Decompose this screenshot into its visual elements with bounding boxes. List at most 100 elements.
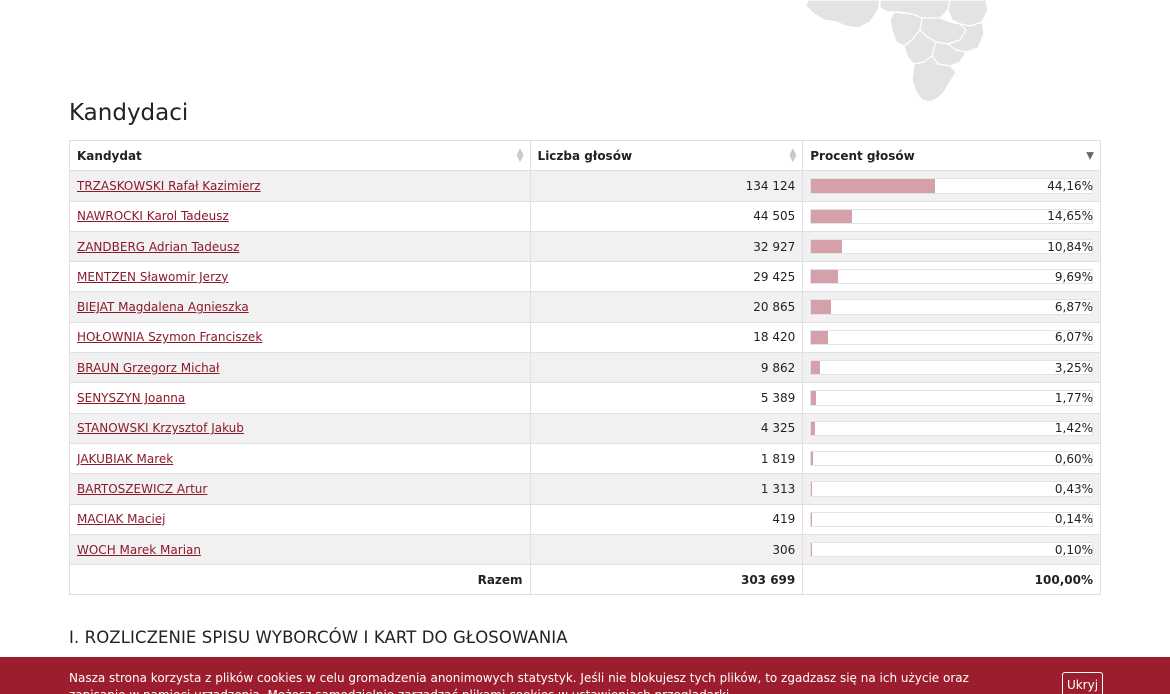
sort-icon[interactable]: ▲ ▼ bbox=[789, 146, 797, 164]
percent-value: 44,16% bbox=[1047, 178, 1093, 193]
percent-bar bbox=[810, 511, 1093, 527]
percent-cell: 0,10% bbox=[802, 533, 1101, 566]
total-percent: 100,00% bbox=[802, 564, 1101, 596]
candidate-link[interactable]: BARTOSZEWICZ Artur bbox=[77, 481, 208, 496]
table-row: WOCH Marek Marian 306 0,10% bbox=[69, 533, 1101, 566]
candidate-link[interactable]: MACIAK Maciej bbox=[77, 512, 166, 527]
percent-cell: 0,14% bbox=[802, 503, 1101, 535]
sort-desc-icon[interactable]: ▼ bbox=[1086, 150, 1094, 162]
section-title: Kandydaci bbox=[69, 100, 189, 126]
percent-value: 6,87% bbox=[1054, 300, 1093, 315]
percent-value: 10,84% bbox=[1047, 239, 1093, 254]
cookie-text: Nasza strona korzysta z plików cookies w… bbox=[69, 671, 969, 694]
percent-value: 0,14% bbox=[1054, 512, 1093, 527]
candidate-link[interactable]: BIEJAT Magdalena Agnieszka bbox=[77, 300, 249, 315]
candidate-link[interactable]: BRAUN Grzegorz Michał bbox=[77, 360, 220, 375]
table-row: ZANDBERG Adrian Tadeusz 32 927 10,84% bbox=[69, 230, 1101, 263]
header-candidate[interactable]: Kandydat ▲ ▼ bbox=[69, 139, 531, 172]
percent-cell: 0,60% bbox=[802, 442, 1101, 475]
sort-icon[interactable]: ▲ ▼ bbox=[516, 146, 524, 164]
percent-value: 6,07% bbox=[1054, 330, 1093, 345]
votes-cell: 419 bbox=[529, 503, 804, 535]
percent-bar bbox=[810, 390, 1093, 406]
percent-bar bbox=[810, 178, 1093, 194]
table-row: NAWROCKI Karol Tadeusz 44 505 14,65% bbox=[69, 200, 1101, 232]
table-body: TRZASKOWSKI Rafał Kazimierz 134 124 44,1… bbox=[69, 170, 1101, 596]
total-votes: 303 699 bbox=[529, 564, 804, 596]
percent-value: 1,77% bbox=[1054, 391, 1093, 406]
percent-cell: 10,84% bbox=[802, 230, 1101, 263]
votes-cell: 4 325 bbox=[529, 412, 804, 444]
votes-cell: 18 420 bbox=[529, 321, 804, 354]
candidate-link[interactable]: WOCH Marek Marian bbox=[77, 542, 201, 557]
percent-bar-fill bbox=[811, 209, 853, 223]
candidate-cell: BARTOSZEWICZ Artur bbox=[69, 473, 531, 505]
candidate-link[interactable]: NAWROCKI Karol Tadeusz bbox=[77, 209, 229, 224]
table-row: BARTOSZEWICZ Artur 1 313 0,43% bbox=[69, 473, 1101, 505]
percent-cell: 44,16% bbox=[802, 170, 1101, 202]
candidate-link[interactable]: HOŁOWNIA Szymon Franciszek bbox=[77, 330, 263, 345]
percent-cell: 1,42% bbox=[802, 412, 1101, 444]
percent-bar-fill bbox=[811, 239, 842, 254]
percent-bar bbox=[810, 360, 1093, 376]
percent-bar-fill bbox=[811, 421, 816, 435]
percent-bar bbox=[810, 238, 1093, 255]
table-row: JAKUBIAK Marek 1 819 0,60% bbox=[69, 442, 1101, 475]
candidate-cell: TRZASKOWSKI Rafał Kazimierz bbox=[69, 170, 531, 202]
map-shape[interactable] bbox=[800, 0, 1000, 108]
percent-cell: 6,07% bbox=[802, 321, 1101, 354]
candidate-link[interactable]: MENTZEN Sławomir Jerzy bbox=[77, 269, 229, 284]
percent-bar-fill bbox=[811, 179, 936, 193]
region-map[interactable] bbox=[800, 0, 1000, 108]
candidate-link[interactable]: JAKUBIAK Marek bbox=[77, 451, 174, 466]
candidate-link[interactable]: ZANDBERG Adrian Tadeusz bbox=[77, 239, 240, 254]
percent-cell: 3,25% bbox=[802, 352, 1101, 384]
total-label: Razem bbox=[69, 564, 531, 596]
subsection-title: I. ROZLICZENIE SPISU WYBORCÓW I KART DO … bbox=[69, 628, 568, 647]
table-header-row: Kandydat ▲ ▼ Liczba głosów ▲ ▼ Procent gło… bbox=[69, 139, 1101, 172]
table-row: STANOWSKI Krzysztof Jakub 4 325 1,42% bbox=[69, 412, 1101, 444]
table-row: HOŁOWNIA Szymon Franciszek 18 420 6,07% bbox=[69, 321, 1101, 354]
table-row: SENYSZYN Joanna 5 389 1,77% bbox=[69, 382, 1101, 414]
votes-cell: 1 819 bbox=[529, 442, 804, 475]
percent-bar bbox=[810, 329, 1093, 346]
percent-bar-fill bbox=[811, 300, 831, 314]
percent-bar bbox=[810, 208, 1093, 224]
table-row: TRZASKOWSKI Rafał Kazimierz 134 124 44,1… bbox=[69, 170, 1101, 202]
table-row: BIEJAT Magdalena Agnieszka 20 865 6,87% bbox=[69, 291, 1101, 323]
header-percent[interactable]: Procent głosów ▼ bbox=[802, 139, 1101, 172]
candidate-link[interactable]: SENYSZYN Joanna bbox=[77, 391, 186, 406]
votes-cell: 20 865 bbox=[529, 291, 804, 323]
votes-cell: 134 124 bbox=[529, 170, 804, 202]
percent-value: 0,10% bbox=[1054, 542, 1093, 557]
header-votes[interactable]: Liczba głosów ▲ ▼ bbox=[529, 139, 804, 172]
candidate-cell: STANOWSKI Krzysztof Jakub bbox=[69, 412, 531, 444]
candidate-cell: BIEJAT Magdalena Agnieszka bbox=[69, 291, 531, 323]
percent-bar-fill bbox=[811, 391, 817, 405]
percent-value: 0,60% bbox=[1054, 451, 1093, 466]
candidate-cell: MENTZEN Sławomir Jerzy bbox=[69, 261, 531, 293]
candidate-cell: BRAUN Grzegorz Michał bbox=[69, 352, 531, 384]
candidates-table: Kandydat ▲ ▼ Liczba głosów ▲ ▼ Procent gło… bbox=[69, 139, 1101, 596]
votes-cell: 29 425 bbox=[529, 261, 804, 293]
candidate-link[interactable]: STANOWSKI Krzysztof Jakub bbox=[77, 421, 244, 436]
votes-cell: 9 862 bbox=[529, 352, 804, 384]
percent-bar bbox=[810, 450, 1093, 467]
percent-bar bbox=[810, 420, 1093, 436]
votes-cell: 1 313 bbox=[529, 473, 804, 505]
percent-bar bbox=[810, 299, 1093, 315]
candidate-cell: SENYSZYN Joanna bbox=[69, 382, 531, 414]
percent-cell: 6,87% bbox=[802, 291, 1101, 323]
votes-cell: 5 389 bbox=[529, 382, 804, 414]
votes-cell: 32 927 bbox=[529, 230, 804, 263]
percent-cell: 0,43% bbox=[802, 473, 1101, 505]
cookie-banner: Nasza strona korzysta z plików cookies w… bbox=[0, 657, 1170, 694]
percent-cell: 1,77% bbox=[802, 382, 1101, 414]
cookie-hide-button[interactable]: Ukryj bbox=[1062, 672, 1103, 694]
percent-bar-fill bbox=[811, 482, 813, 496]
percent-cell: 9,69% bbox=[802, 261, 1101, 293]
candidate-cell: ZANDBERG Adrian Tadeusz bbox=[69, 230, 531, 263]
candidate-cell: MACIAK Maciej bbox=[69, 503, 531, 535]
candidate-link[interactable]: TRZASKOWSKI Rafał Kazimierz bbox=[77, 178, 261, 193]
